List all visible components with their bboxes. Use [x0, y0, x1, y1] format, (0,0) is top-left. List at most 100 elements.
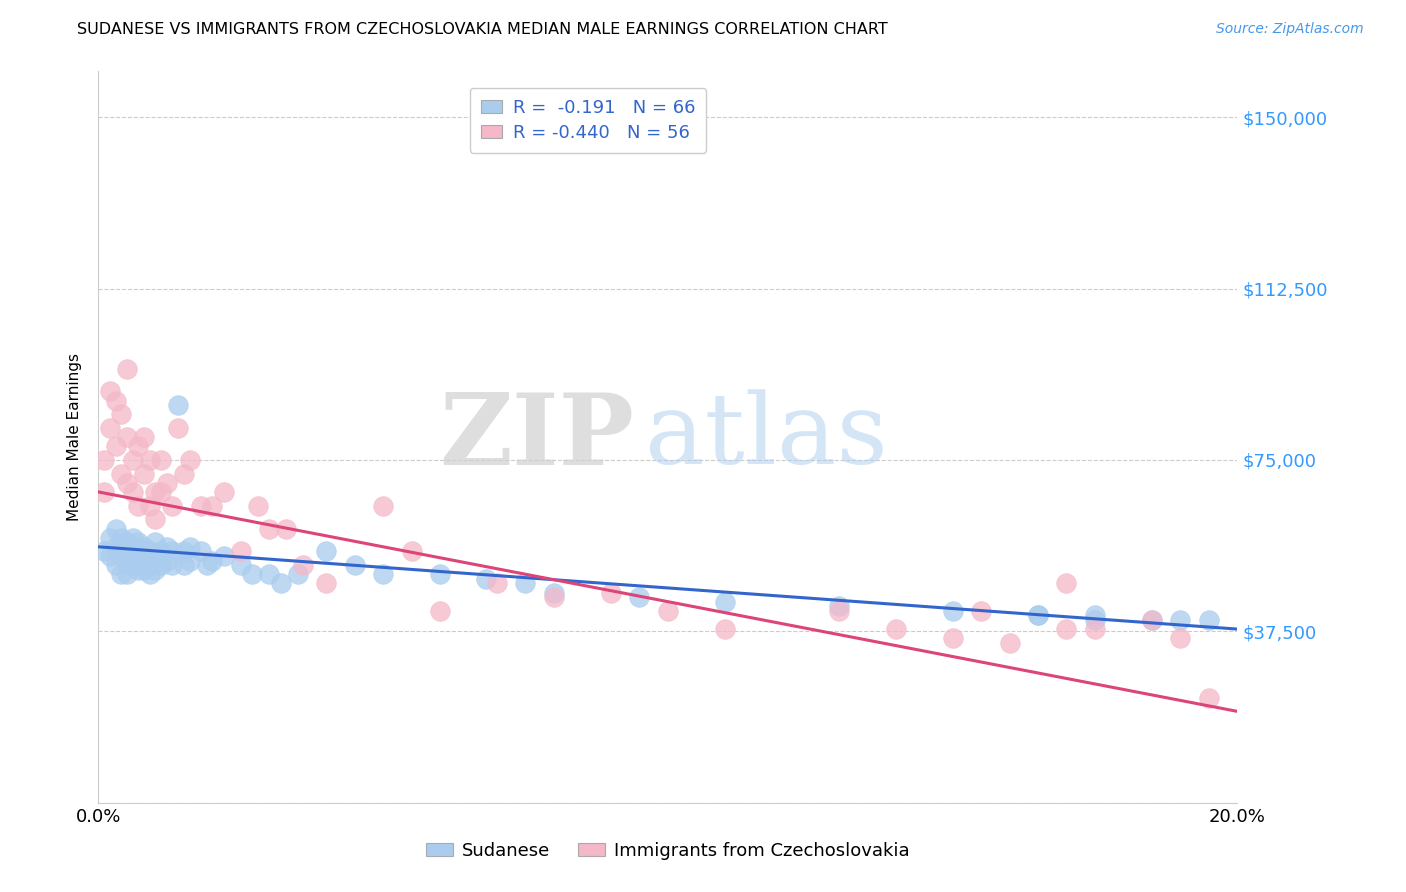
- Point: [1026, 608, 1049, 623]
- Point: [212, 549, 235, 563]
- Point: [240, 567, 263, 582]
- Point: [212, 484, 235, 499]
- Point: [179, 453, 201, 467]
- Point: [315, 544, 337, 558]
- Text: ZIP: ZIP: [439, 389, 634, 485]
- Point: [156, 540, 179, 554]
- Point: [998, 636, 1021, 650]
- Point: [828, 604, 851, 618]
- Point: [276, 521, 298, 535]
- Point: [1198, 613, 1220, 627]
- Point: [1170, 613, 1192, 627]
- Point: [1084, 613, 1107, 627]
- Point: [173, 558, 195, 573]
- Point: [110, 567, 132, 582]
- Point: [884, 622, 907, 636]
- Point: [474, 572, 496, 586]
- Point: [401, 544, 423, 558]
- Point: [543, 590, 565, 604]
- Point: [110, 467, 132, 481]
- Point: [1026, 608, 1049, 623]
- Point: [657, 604, 679, 618]
- Point: [121, 484, 143, 499]
- Point: [145, 512, 167, 526]
- Point: [145, 484, 167, 499]
- Point: [1056, 622, 1078, 636]
- Point: [110, 531, 132, 545]
- Point: [115, 544, 138, 558]
- Point: [1084, 608, 1107, 623]
- Point: [229, 544, 252, 558]
- Point: [343, 558, 366, 573]
- Point: [145, 549, 167, 563]
- Point: [714, 622, 737, 636]
- Point: [1084, 622, 1107, 636]
- Point: [104, 521, 127, 535]
- Point: [132, 467, 155, 481]
- Point: [1170, 632, 1192, 646]
- Point: [115, 567, 138, 582]
- Point: [173, 467, 195, 481]
- Point: [190, 544, 212, 558]
- Point: [1140, 613, 1163, 627]
- Point: [167, 421, 190, 435]
- Point: [628, 590, 651, 604]
- Point: [132, 549, 155, 563]
- Point: [138, 553, 160, 567]
- Text: atlas: atlas: [645, 389, 887, 485]
- Point: [714, 594, 737, 608]
- Point: [127, 563, 149, 577]
- Point: [104, 558, 127, 573]
- Point: [373, 499, 395, 513]
- Point: [828, 599, 851, 614]
- Point: [162, 558, 184, 573]
- Point: [110, 407, 132, 421]
- Point: [246, 499, 269, 513]
- Point: [150, 558, 173, 573]
- Point: [292, 558, 315, 573]
- Point: [173, 544, 195, 558]
- Point: [145, 563, 167, 577]
- Point: [543, 585, 565, 599]
- Point: [98, 549, 121, 563]
- Point: [150, 484, 173, 499]
- Point: [127, 439, 149, 453]
- Point: [190, 499, 212, 513]
- Point: [104, 393, 127, 408]
- Point: [93, 453, 115, 467]
- Point: [138, 544, 160, 558]
- Point: [429, 567, 451, 582]
- Point: [515, 576, 537, 591]
- Point: [201, 499, 224, 513]
- Point: [287, 567, 309, 582]
- Point: [127, 535, 149, 549]
- Point: [1140, 613, 1163, 627]
- Point: [93, 544, 115, 558]
- Text: SUDANESE VS IMMIGRANTS FROM CZECHOSLOVAKIA MEDIAN MALE EARNINGS CORRELATION CHAR: SUDANESE VS IMMIGRANTS FROM CZECHOSLOVAK…: [77, 22, 889, 37]
- Point: [132, 430, 155, 444]
- Point: [162, 499, 184, 513]
- Point: [145, 535, 167, 549]
- Point: [121, 531, 143, 545]
- Point: [156, 475, 179, 490]
- Point: [127, 499, 149, 513]
- Point: [132, 563, 155, 577]
- Point: [138, 453, 160, 467]
- Point: [1056, 576, 1078, 591]
- Point: [98, 531, 121, 545]
- Point: [115, 430, 138, 444]
- Point: [138, 499, 160, 513]
- Point: [162, 544, 184, 558]
- Point: [167, 398, 190, 412]
- Point: [115, 475, 138, 490]
- Point: [195, 558, 218, 573]
- Point: [115, 535, 138, 549]
- Point: [259, 521, 281, 535]
- Point: [115, 361, 138, 376]
- Y-axis label: Median Male Earnings: Median Male Earnings: [67, 353, 83, 521]
- Point: [104, 540, 127, 554]
- Point: [600, 585, 623, 599]
- Point: [942, 604, 965, 618]
- Point: [121, 558, 143, 573]
- Point: [486, 576, 509, 591]
